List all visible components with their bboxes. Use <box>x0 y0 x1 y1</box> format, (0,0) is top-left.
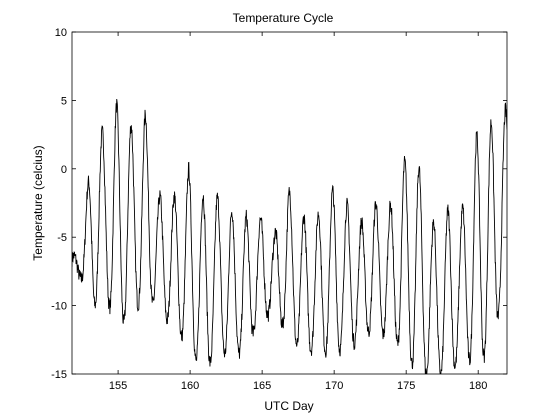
x-tick-label: 170 <box>325 380 343 392</box>
y-tick-label: 5 <box>61 95 67 107</box>
data-layer <box>72 98 507 374</box>
y-tick-label: -10 <box>51 301 67 313</box>
x-axis: 155 160 165 170 175 180 <box>109 32 487 392</box>
temperature-series-line <box>72 98 507 374</box>
x-tick-label: 180 <box>469 380 487 392</box>
x-tick-label: 160 <box>181 380 199 392</box>
plot-area <box>72 32 507 374</box>
plot-frame <box>71 31 508 375</box>
y-tick-label: 0 <box>61 164 67 176</box>
y-tick-label: -15 <box>51 369 67 381</box>
y-axis-label: Temperature (celcius) <box>31 145 45 260</box>
y-axis: -15 -10 -5 0 5 10 <box>51 27 507 381</box>
x-tick-label: 155 <box>109 380 127 392</box>
chart-title: Temperature Cycle <box>233 11 334 25</box>
y-tick-label: 10 <box>55 27 67 39</box>
x-tick-label: 165 <box>253 380 271 392</box>
x-tick-label: 175 <box>397 380 415 392</box>
y-tick-label: -5 <box>57 232 67 244</box>
x-axis-label: UTC Day <box>264 399 313 413</box>
